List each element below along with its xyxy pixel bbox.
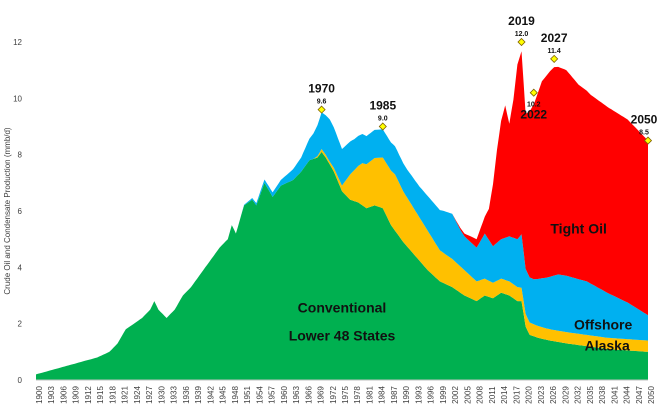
x-tick-labels: 1900 1903 1906 1909 1912 1915 1918 1921 1924 1927… bbox=[35, 386, 656, 404]
region-label-conventional: Lower 48 States bbox=[289, 328, 396, 344]
x-tick-label: 2008 bbox=[476, 386, 485, 404]
annotation-marker bbox=[378, 122, 387, 131]
annotation-year: 1985 bbox=[369, 99, 396, 113]
annotation-marker bbox=[529, 88, 538, 97]
annotation-year: 2019 bbox=[508, 14, 535, 28]
area-tight bbox=[36, 51, 648, 375]
x-tick-label: 1993 bbox=[414, 386, 423, 404]
x-tick-label: 2023 bbox=[537, 386, 546, 404]
x-tick-label: 1972 bbox=[329, 386, 338, 404]
y-tick-label: 10 bbox=[13, 94, 22, 103]
x-tick-label: 1930 bbox=[157, 386, 166, 404]
y-tick-labels: 0 2 4 6 8 10 12 bbox=[13, 38, 22, 385]
x-tick-label: 2032 bbox=[574, 386, 583, 404]
stacked-areas bbox=[36, 51, 648, 380]
x-tick-label: 1975 bbox=[341, 386, 350, 404]
x-tick-label: 1939 bbox=[194, 386, 203, 404]
annotation-year: 2022 bbox=[520, 108, 547, 122]
x-tick-label: 1909 bbox=[72, 386, 81, 404]
annotation-value: 9.6 bbox=[317, 99, 327, 106]
annotation-value: 8.5 bbox=[639, 130, 649, 137]
x-tick-label: 2026 bbox=[549, 386, 558, 404]
x-tick-label: 1996 bbox=[427, 386, 436, 404]
x-tick-label: 2029 bbox=[561, 386, 570, 404]
x-tick-label: 2011 bbox=[488, 386, 497, 404]
x-tick-label: 2002 bbox=[451, 386, 460, 404]
x-tick-label: 1966 bbox=[304, 386, 313, 404]
x-tick-label: 2041 bbox=[610, 386, 619, 404]
annotation-marker bbox=[517, 37, 526, 47]
annotation-marker bbox=[317, 105, 326, 114]
x-tick-label: 1936 bbox=[182, 386, 191, 404]
x-tick-label: 1987 bbox=[390, 386, 399, 404]
x-tick-label: 1903 bbox=[47, 386, 56, 404]
annotation-value: 9.0 bbox=[378, 116, 388, 123]
region-labels: Conventional Lower 48 States Tight Oil Offs… bbox=[289, 221, 633, 354]
x-tick-label: 1945 bbox=[219, 386, 228, 404]
area-conventional bbox=[36, 151, 648, 380]
x-tick-label: 1963 bbox=[292, 386, 301, 404]
x-tick-label: 2035 bbox=[586, 386, 595, 404]
x-tick-label: 1906 bbox=[59, 386, 68, 404]
x-tick-label: 2038 bbox=[598, 386, 607, 404]
x-tick-label: 1900 bbox=[35, 386, 44, 404]
y-axis-label: Crude Oil and Condensate Production (mmb… bbox=[3, 127, 12, 295]
y-tick-label: 4 bbox=[18, 263, 23, 272]
area-offshore bbox=[36, 112, 648, 375]
region-label-tight: Tight Oil bbox=[550, 221, 607, 237]
x-tick-label: 2014 bbox=[500, 386, 509, 404]
y-tick-label: 2 bbox=[18, 320, 23, 329]
x-tick-label: 1984 bbox=[378, 386, 387, 404]
y-tick-label: 0 bbox=[18, 376, 23, 385]
annotation-year: 1970 bbox=[308, 82, 335, 96]
x-tick-label: 1918 bbox=[108, 386, 117, 404]
x-tick-label: 1948 bbox=[231, 386, 240, 404]
x-tick-label: 2005 bbox=[463, 386, 472, 404]
region-label-conventional: Conventional bbox=[298, 299, 387, 315]
x-tick-label: 1957 bbox=[268, 386, 277, 404]
x-tick-label: 1999 bbox=[439, 386, 448, 404]
x-tick-label: 2050 bbox=[647, 386, 656, 404]
x-tick-label: 1981 bbox=[365, 386, 374, 404]
x-tick-label: 1969 bbox=[317, 386, 326, 404]
x-tick-label: 1915 bbox=[96, 386, 105, 404]
annotation-year: 2050 bbox=[631, 113, 658, 127]
x-tick-label: 1933 bbox=[170, 386, 179, 404]
x-tick-label: 1960 bbox=[280, 386, 289, 404]
annotation-marker bbox=[550, 54, 559, 63]
region-label-alaska: Alaska bbox=[585, 337, 630, 353]
y-tick-label: 12 bbox=[13, 38, 22, 47]
region-label-offshore: Offshore bbox=[574, 316, 633, 332]
y-tick-label: 8 bbox=[18, 151, 23, 160]
x-tick-label: 1951 bbox=[243, 386, 252, 404]
x-tick-label: 1924 bbox=[133, 386, 142, 404]
annotation-marker bbox=[643, 136, 653, 145]
x-tick-label: 1990 bbox=[402, 386, 411, 404]
x-tick-label: 1954 bbox=[255, 386, 264, 404]
annotation-year: 2027 bbox=[541, 31, 568, 45]
x-tick-label: 1912 bbox=[84, 386, 93, 404]
x-tick-label: 2020 bbox=[525, 386, 534, 404]
x-tick-label: 2047 bbox=[635, 386, 644, 404]
x-tick-label: 1978 bbox=[353, 386, 362, 404]
x-tick-label: 2044 bbox=[623, 386, 632, 404]
x-tick-label: 1921 bbox=[121, 386, 130, 404]
x-tick-label: 1927 bbox=[145, 386, 154, 404]
annotation-value: 12.0 bbox=[515, 31, 529, 38]
annotation-value: 10.2 bbox=[527, 102, 541, 109]
x-tick-label: 1942 bbox=[206, 386, 215, 404]
x-tick-label: 2017 bbox=[512, 386, 521, 404]
y-tick-label: 6 bbox=[18, 207, 23, 216]
annotation-value: 11.4 bbox=[548, 48, 561, 55]
